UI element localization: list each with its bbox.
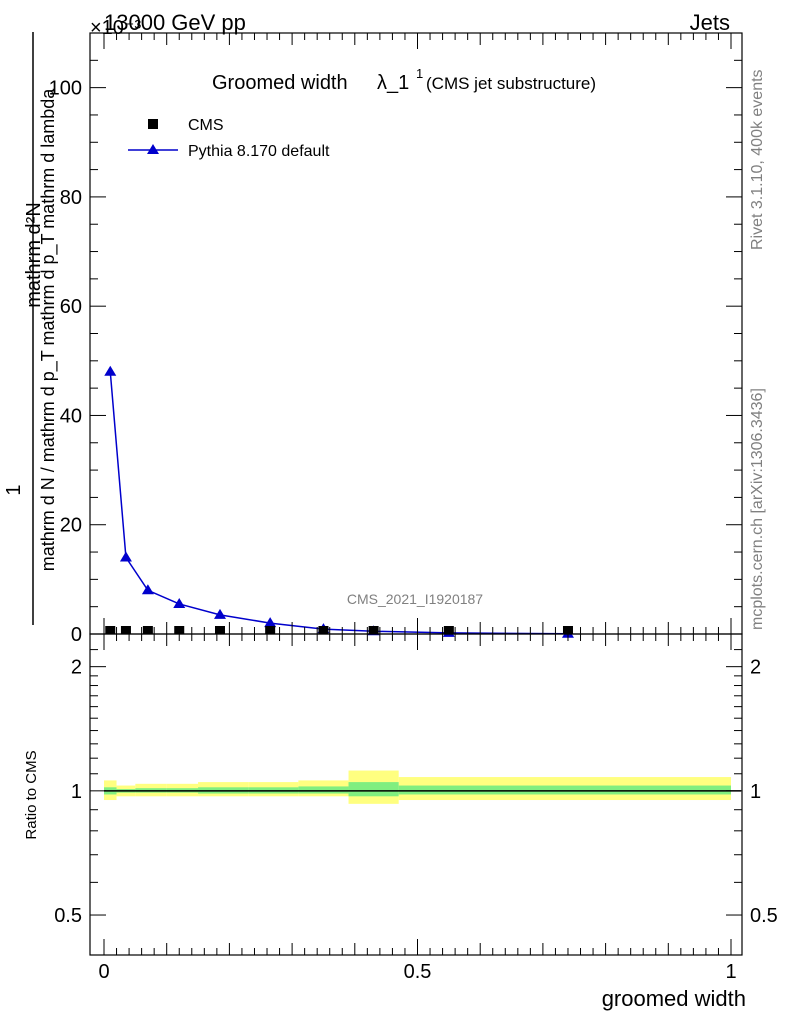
title-main: Groomed width [212, 72, 348, 94]
title-superscript: 1 [416, 66, 423, 81]
rivet-label: Rivet 3.1.10, 400k events [749, 69, 766, 250]
y-label-numerator: mathrm d²N [23, 202, 45, 308]
pythia-line [109, 371, 568, 635]
header-right: Jets [690, 10, 730, 35]
legend-cms-label: CMS [188, 117, 224, 134]
ratio-y-tick-label: 2 [71, 657, 82, 679]
cms-point [368, 626, 379, 634]
y-axis-label: mathrm d²N 1 mathrm d N / mathrm d p_T m… [3, 32, 59, 625]
cms-point [105, 626, 116, 634]
x-tick-label: 0.5 [404, 961, 432, 983]
cms-point [214, 626, 225, 634]
ratio-band-stat-7 [348, 782, 399, 797]
header-left: 13000 GeV pp [104, 10, 246, 35]
y-label-prefix: 1 [3, 484, 25, 495]
ratio-y-tick-label-right: 1 [750, 781, 761, 803]
legend: CMS Pythia 8.170 default [128, 117, 330, 160]
ratio-y-tick-label-right: 0.5 [750, 905, 778, 927]
y-tick-label: 60 [60, 296, 82, 318]
y-tick-label: 20 [60, 515, 82, 537]
cms-point [443, 626, 454, 634]
title-symbol: λ_1 [377, 72, 409, 94]
watermark: CMS_2021_I1920187 [347, 591, 483, 607]
y-tick-label: 0 [71, 624, 82, 646]
pythia-point [173, 597, 186, 608]
pythia-point [104, 365, 117, 376]
ratio-band-stat-8 [398, 785, 731, 795]
ratio-y-tick-label-right: 2 [750, 657, 761, 679]
cms-point [318, 626, 329, 634]
x-axis-label: groomed width [602, 986, 746, 1011]
ratio-frame [89, 633, 743, 956]
y-tick-label: 100 [49, 78, 82, 100]
pythia-point [264, 617, 277, 628]
legend-cms-marker [148, 119, 158, 129]
ratio-y-tick-label: 1 [71, 781, 82, 803]
ratio-y-label: Ratio to CMS [23, 750, 40, 839]
cms-point [265, 626, 276, 634]
title-suffix: (CMS jet substructure) [426, 74, 596, 93]
ratio-band-stat-6 [298, 786, 349, 794]
ratio-y-tick-label: 0.5 [54, 905, 82, 927]
y-multiplier: ×10⁻³ [90, 17, 141, 39]
x-tick-label: 0 [98, 961, 109, 983]
y-tick-label: 80 [60, 187, 82, 209]
cms-point [120, 626, 131, 634]
legend-pythia-marker [147, 144, 159, 154]
legend-pythia-label: Pythia 8.170 default [188, 143, 330, 160]
pythia-point [213, 608, 226, 619]
pythia-point [119, 551, 132, 562]
pythia-point [141, 584, 154, 595]
mcplots-label: mcplots.cern.ch [arXiv:1306.3436] [749, 388, 766, 630]
y-label-denominator: mathrm d N / mathrm d p_T mathrm d p_T m… [38, 88, 59, 571]
cms-point [142, 626, 153, 634]
y-tick-label: 40 [60, 405, 82, 427]
chart-title: Groomed width λ_1 1 (CMS jet substructur… [212, 66, 596, 94]
x-tick-label: 1 [725, 961, 736, 983]
